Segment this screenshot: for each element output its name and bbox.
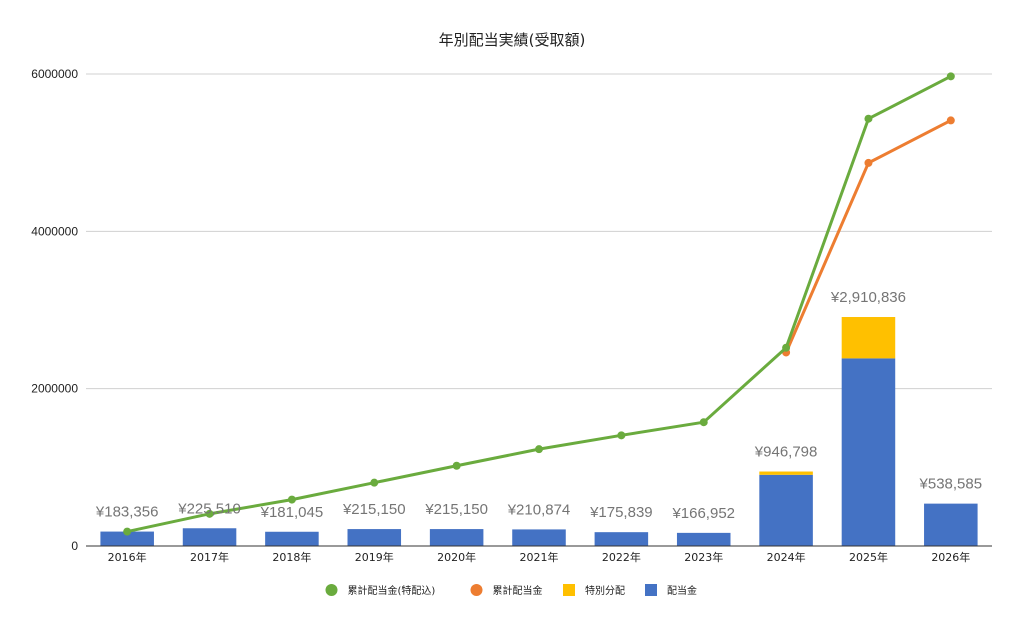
x-tick-label: 2020年: [437, 550, 476, 564]
bar-dividend: [676, 532, 731, 546]
point-cumulative-incl-special: [123, 527, 132, 536]
y-tick-label: 2000000: [31, 382, 78, 396]
gridlines: [86, 73, 992, 390]
x-tick-label: 2024年: [767, 550, 806, 564]
point-cumulative-incl-special: [287, 495, 296, 504]
bar-total-label: ¥2,910,836: [830, 289, 906, 306]
bar-dividend: [759, 474, 813, 546]
x-tick-label: 2021年: [520, 550, 559, 564]
chart-title: 年別配当実績(受取額): [439, 31, 586, 49]
x-tick-label: 2016年: [108, 550, 147, 564]
point-cumulative-incl-special: [617, 431, 626, 440]
bar-dividend: [347, 529, 402, 546]
point-cumulative-incl-special: [452, 461, 461, 470]
point-cumulative-incl-special: [699, 418, 708, 427]
bar-special: [759, 471, 813, 475]
x-axis-ticks: 2016年 2017年 2018年 2019年 2020年 2021年 2022年 2023年…: [108, 550, 971, 564]
bar-dividend: [841, 358, 896, 546]
bar-total-label: ¥215,150: [424, 501, 488, 518]
legend-label: 累計配当金(特配込): [348, 584, 436, 597]
point-cumulative-incl-special: [946, 72, 955, 81]
y-axis-ticks: 0 2000000 4000000 6000000: [31, 67, 78, 553]
point-cumulative-incl-special: [370, 478, 379, 487]
point-cumulative: [946, 116, 955, 125]
bar-special: [841, 317, 896, 359]
bar-total-label: ¥181,045: [260, 504, 324, 521]
point-cumulative-incl-special: [535, 445, 543, 454]
bar-total-label: ¥175,839: [589, 504, 653, 521]
y-tick-label: 4000000: [31, 224, 78, 238]
legend-marker-circle: [470, 584, 483, 596]
bar-dividend: [512, 529, 566, 546]
line-cumulative-incl-special: [126, 75, 952, 534]
bar-total-label: ¥538,585: [919, 476, 983, 493]
bar-total-label: ¥225,510: [177, 500, 241, 517]
bar-dividend: [924, 503, 978, 546]
legend-label: 累計配当金: [493, 584, 543, 597]
x-tick-label: 2018年: [272, 550, 311, 564]
point-cumulative-incl-special: [205, 509, 214, 518]
line-series: [123, 72, 955, 536]
legend-marker-square: [645, 584, 657, 596]
legend-marker-square: [563, 584, 575, 596]
x-tick-label: 2023年: [684, 550, 723, 564]
point-cumulative-incl-special: [864, 114, 873, 123]
x-tick-label: 2022年: [602, 550, 641, 564]
bar-dividend: [100, 531, 154, 546]
data-labels: ¥183,356 ¥225,510 ¥181,045 ¥215,150 ¥215,150…: [95, 289, 982, 522]
point-cumulative: [864, 158, 873, 167]
x-tick-label: 2026年: [931, 550, 970, 564]
bar-total-label: ¥946,798: [754, 444, 818, 461]
y-tick-label: 0: [71, 539, 78, 553]
bar-dividend: [429, 529, 484, 546]
point-cumulative-incl-special: [782, 343, 791, 352]
bar-total-label: ¥166,952: [671, 505, 735, 522]
bar-dividend: [594, 532, 649, 546]
bar-total-label: ¥210,874: [507, 501, 571, 518]
legend: 累計配当金(特配込) 累計配当金 特別分配 配当金: [325, 584, 697, 597]
bar-total-label: ¥215,150: [342, 501, 406, 518]
x-tick-label: 2025年: [849, 550, 888, 564]
x-tick-label: 2017年: [190, 550, 229, 564]
bar-dividend: [265, 531, 319, 546]
legend-label: 配当金: [667, 584, 697, 597]
legend-label: 特別分配: [585, 585, 625, 597]
y-tick-label: 6000000: [31, 67, 78, 81]
bar-dividend: [182, 528, 237, 546]
x-tick-label: 2019年: [355, 550, 394, 564]
bars: [100, 317, 978, 546]
bar-total-label: ¥183,356: [95, 504, 159, 521]
legend-marker-circle: [325, 584, 338, 596]
